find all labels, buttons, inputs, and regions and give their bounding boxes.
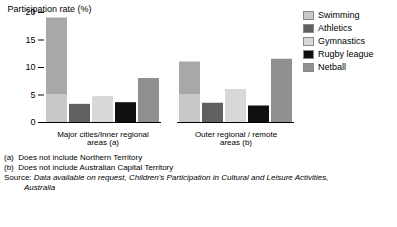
svg-text:5: 5: [30, 90, 35, 100]
svg-text:15: 15: [25, 35, 35, 45]
html-text:(b) Does not include Australia: (b) Does not include Australian Capital …: [4, 163, 174, 172]
html-text:Gymnastics: Gymnastics: [318, 36, 365, 46]
svg-text:10: 10: [25, 62, 35, 72]
svg-text:Participation rate (%): Participation rate (%): [8, 4, 92, 14]
svg-text:Outer regional / remoteareas (: Outer regional / remoteareas (b): [195, 130, 278, 147]
html-text:Athletics: Athletics: [318, 23, 352, 33]
svg-text:Major cities/Inner regionalare: Major cities/Inner regionalareas (a): [57, 130, 149, 147]
html-text:Rugby league: Rugby league: [318, 49, 374, 59]
html-text:Source: Data available on requ: Source: Data available on request, Child…: [4, 173, 329, 192]
html-text:Swimming: Swimming: [318, 10, 360, 20]
html-text:(a) Does not include Northern: (a) Does not include Northern Territory: [4, 153, 143, 162]
html-text:Netball: Netball: [318, 62, 346, 72]
svg-text:0: 0: [30, 117, 35, 127]
